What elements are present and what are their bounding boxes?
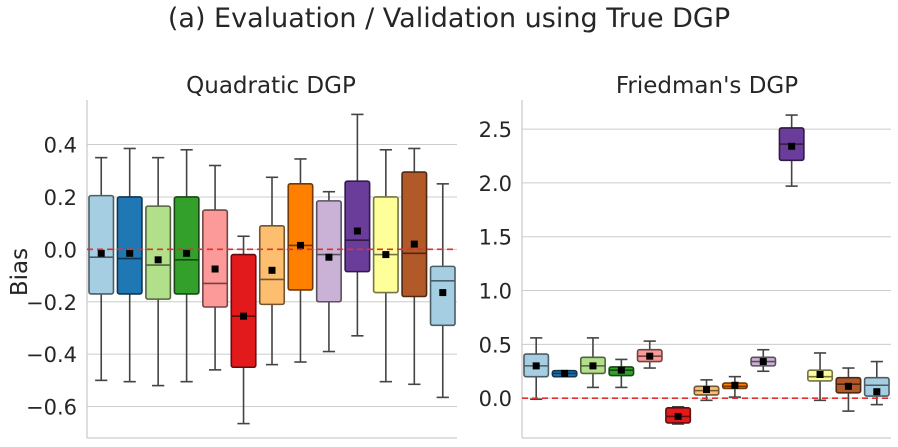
box-body [88,194,115,295]
box-body [145,205,172,300]
box-body [401,171,428,298]
mean-marker [844,382,852,390]
box-6 [230,235,257,425]
mean-marker [126,249,134,257]
mean-marker [211,265,219,273]
box-body [863,376,890,397]
box-5 [202,164,229,371]
mean-marker [97,249,105,257]
mean-marker [532,362,540,370]
box-body [116,196,143,295]
box-11 [807,352,834,402]
panel-title-quadratic: Quadratic DGP [186,73,356,99]
y-tick-label: 1.0 [479,280,512,304]
box-9 [315,190,342,353]
mean-marker [154,256,162,264]
box-7 [693,379,720,402]
mean-marker [759,358,767,366]
box-body [372,196,399,294]
box-2 [116,147,143,383]
mean-marker [382,251,390,259]
mean-marker [731,381,739,389]
box-body [258,224,286,306]
figure-suptitle: (a) Evaluation / Validation using True D… [168,3,730,34]
y-tick-label: 1.5 [479,226,512,250]
y-tick-label: 2.0 [479,172,512,196]
mean-marker [183,249,191,257]
mean-marker [788,142,796,150]
box-4 [608,358,635,389]
box-10 [778,114,805,187]
box-13 [863,360,890,406]
panel-friedman-dgp: Friedman's DGP 0.0 0.5 1.0 1.5 2.0 2.5 [479,73,891,439]
mean-marker [674,412,682,420]
box-13 [429,183,456,399]
y-tick-label: −0.4 [26,343,77,367]
box-8 [721,375,748,398]
box-4 [173,148,200,383]
y-axis-label: Bias [7,248,33,296]
box-body [287,183,314,291]
panel-title-friedman: Friedman's DGP [616,73,798,99]
box-10 [344,113,371,337]
mean-marker [873,388,881,396]
box-1 [523,337,550,401]
box-1 [88,156,115,382]
mean-marker [589,362,597,370]
y-tick-label: −0.6 [26,396,77,420]
y-tick-label: 2.5 [479,118,512,142]
mean-marker [561,369,569,377]
friedman-plot-area: 0.0 0.5 1.0 1.5 2.0 2.5 [479,100,891,439]
box-5 [636,340,663,369]
y-tick-label: 0.2 [44,186,77,210]
mean-marker [617,366,625,374]
box-body [315,200,342,303]
quadratic-plot-area: −0.6 −0.4 −0.2 0.0 0.2 0.4 [26,100,457,439]
box-2 [551,369,578,378]
y-tick-label: −0.2 [26,291,77,315]
box-11 [372,148,399,383]
box-body [344,180,371,273]
y-tick-label: 0.5 [479,333,512,357]
box-9 [750,348,777,373]
box-8 [287,158,314,363]
mean-marker [268,266,276,274]
box-12 [401,147,428,386]
y-tick-label: 0.0 [44,238,77,262]
box-12 [835,367,862,412]
box-7 [258,176,286,366]
mean-marker [240,312,248,320]
mean-marker [646,352,654,360]
box-6 [665,405,692,425]
y-tick-label: 0.4 [44,134,77,158]
box-body [173,196,200,295]
box-body [230,253,257,369]
mean-marker [816,370,824,378]
box-3 [145,156,172,387]
mean-marker [703,386,710,394]
mean-marker [410,240,418,248]
mean-marker [325,253,333,261]
panel-quadratic-dgp: Quadratic DGP Bias −0.6 −0.4 −0.2 0.0 0.2 0.4 [7,73,457,439]
box-3 [579,337,606,389]
mean-marker [296,241,304,249]
box-body [202,209,229,308]
y-tick-label: 0.0 [479,387,512,411]
mean-marker [439,289,447,297]
mean-marker [353,227,361,235]
